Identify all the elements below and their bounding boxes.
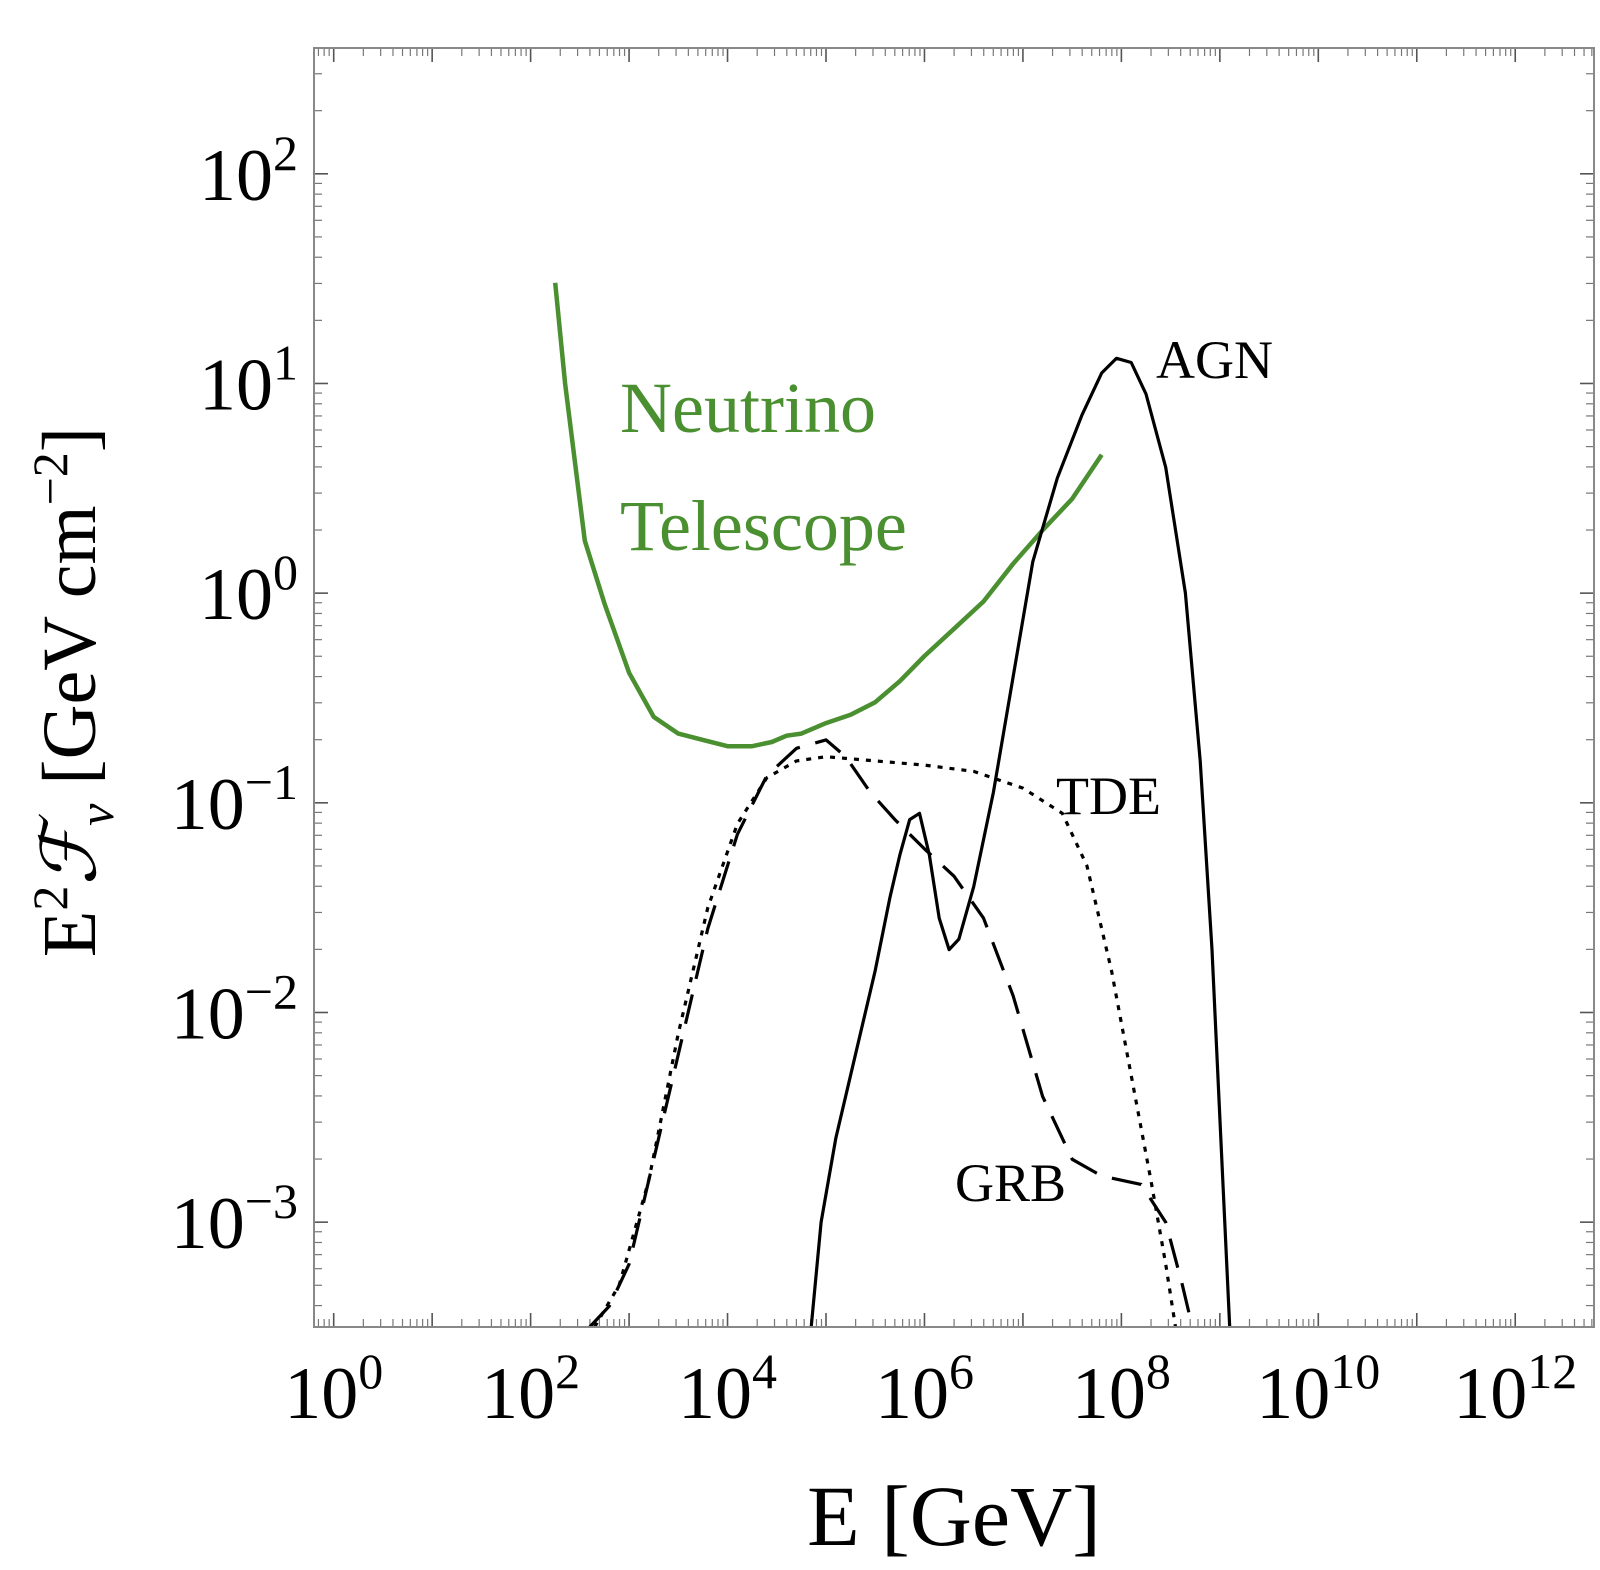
series-label-neutrino-telescope: Telescope [620, 486, 907, 566]
y-tick-label: 10−2 [171, 963, 298, 1055]
series-line-grb [588, 738, 1194, 1329]
series-line-tde [593, 755, 1178, 1328]
minor-ticks [314, 48, 1594, 1327]
series-line-neutrino-telescope [552, 282, 1104, 749]
major-ticks [314, 48, 1594, 1327]
y-tick-label: 10−3 [171, 1173, 298, 1265]
series-line-agn [809, 356, 1232, 1328]
y-tick-label: 10−1 [171, 754, 298, 846]
series-label-tde: TDE [1056, 766, 1161, 826]
y-tick-labels: 10−3 10−2 10−1 100 101 102 [171, 125, 298, 1265]
series-layer [552, 282, 1232, 1329]
series-label-grb: GRB [955, 1153, 1066, 1213]
y-tick-label: 102 [199, 125, 298, 217]
series-label-neutrino-telescope: Neutrino [620, 368, 876, 448]
x-tick-label: 102 [481, 1343, 580, 1435]
x-tick-label: 1010 [1256, 1343, 1380, 1435]
x-tick-label: 100 [284, 1343, 383, 1435]
x-tick-labels: 100 102 104 106 108 1010 1012 [284, 1343, 1577, 1435]
x-axis-label: E [GeV] [807, 1468, 1101, 1564]
x-tick-label: 104 [678, 1343, 777, 1435]
plot-frame [313, 47, 1595, 1328]
x-tick-label: 108 [1072, 1343, 1171, 1435]
y-tick-label: 101 [199, 334, 298, 426]
y-axis-label: E2ℱν [GeV cm−2] [22, 427, 124, 957]
x-tick-label: 106 [875, 1343, 974, 1435]
x-tick-label: 1012 [1453, 1343, 1577, 1435]
y-tick-label: 100 [199, 544, 298, 636]
series-label-agn: AGN [1156, 330, 1273, 390]
series-labels: Neutrino Telescope AGN GRB TDE [620, 330, 1273, 1213]
